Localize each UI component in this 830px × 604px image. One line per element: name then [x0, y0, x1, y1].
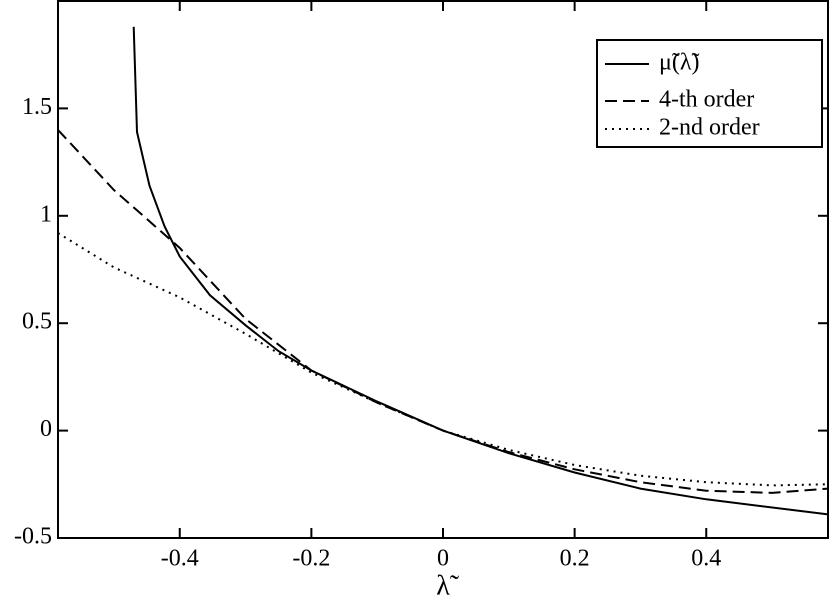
y-tick-label: 1.5: [22, 94, 52, 120]
legend-label: μ̃(λ̃): [659, 50, 700, 76]
y-tick-label: -0.5: [14, 524, 52, 550]
x-tick-label: 0.2: [560, 546, 590, 572]
legend-label: 4-th order: [659, 87, 754, 113]
y-tick-label: 1: [40, 201, 52, 227]
y-tick-label: 0.5: [22, 309, 52, 335]
x-tick-label: -0.2: [292, 546, 330, 572]
x-axis-label: λ̃: [436, 570, 460, 601]
x-tick-label: 0: [437, 546, 449, 572]
y-tick-label: 0: [40, 416, 52, 442]
data-line: [57, 232, 829, 487]
x-tick-label: 0.4: [691, 546, 721, 572]
data-line: [132, 26, 829, 516]
data-line: [57, 129, 829, 494]
legend-label: 2-nd order: [659, 115, 760, 141]
x-tick-label: -0.4: [161, 546, 199, 572]
